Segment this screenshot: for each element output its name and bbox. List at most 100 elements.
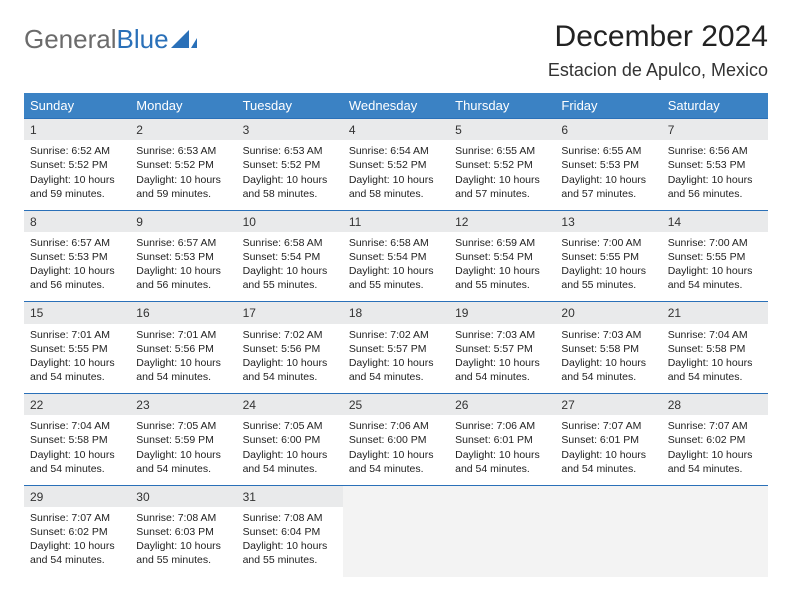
day-info-line: Sunrise: 7:05 AM [136, 419, 230, 433]
day-info-line: Daylight: 10 hours [455, 264, 549, 278]
day-info-line: Daylight: 10 hours [668, 264, 762, 278]
day-body-cell: Sunrise: 7:07 AMSunset: 6:02 PMDaylight:… [662, 415, 768, 485]
day-info-line: Daylight: 10 hours [561, 356, 655, 370]
month-title: December 2024 [548, 20, 768, 54]
day-info-line: and 54 minutes. [349, 370, 443, 384]
day-info-line: Sunset: 5:57 PM [455, 342, 549, 356]
day-info-line: and 55 minutes. [243, 278, 337, 292]
day-number: 16 [136, 306, 149, 320]
day-info-line: Daylight: 10 hours [136, 356, 230, 370]
day-number: 8 [30, 215, 37, 229]
day-info-line: and 54 minutes. [455, 370, 549, 384]
day-body-cell: Sunrise: 7:00 AMSunset: 5:55 PMDaylight:… [555, 232, 661, 302]
day-number-cell: 4 [343, 119, 449, 141]
day-number: 4 [349, 123, 356, 137]
day-number-cell: 5 [449, 119, 555, 141]
day-body-cell: Sunrise: 6:56 AMSunset: 5:53 PMDaylight:… [662, 140, 768, 210]
day-info-line: and 57 minutes. [455, 187, 549, 201]
brand-logo: GeneralBlue [24, 20, 197, 52]
day-info-line: Sunset: 5:56 PM [136, 342, 230, 356]
day-info-line: and 54 minutes. [30, 462, 124, 476]
week-body-row: Sunrise: 6:52 AMSunset: 5:52 PMDaylight:… [24, 140, 768, 210]
day-number: 28 [668, 398, 681, 412]
day-header: Sunday [24, 93, 130, 119]
day-info-line: Sunrise: 7:00 AM [668, 236, 762, 250]
day-header-row: Sunday Monday Tuesday Wednesday Thursday… [24, 93, 768, 119]
location-subtitle: Estacion de Apulco, Mexico [548, 60, 768, 81]
day-info-line: and 55 minutes. [243, 553, 337, 567]
day-number-cell [662, 485, 768, 507]
day-info-line: Sunrise: 7:05 AM [243, 419, 337, 433]
day-number: 14 [668, 215, 681, 229]
day-info-line: Sunset: 6:00 PM [243, 433, 337, 447]
day-info-line: Sunset: 5:52 PM [455, 158, 549, 172]
day-body-cell [555, 507, 661, 577]
day-number-cell [343, 485, 449, 507]
day-body-cell: Sunrise: 7:05 AMSunset: 5:59 PMDaylight:… [130, 415, 236, 485]
day-header: Saturday [662, 93, 768, 119]
day-info-line: Sunrise: 7:08 AM [136, 511, 230, 525]
day-number-cell: 31 [237, 485, 343, 507]
day-info-line: and 55 minutes. [561, 278, 655, 292]
day-info-line: Sunrise: 6:58 AM [243, 236, 337, 250]
logo-sail-icon [171, 28, 197, 50]
day-info-line: Daylight: 10 hours [668, 356, 762, 370]
day-info-line: Sunrise: 6:55 AM [455, 144, 549, 158]
day-number: 18 [349, 306, 362, 320]
day-number-cell: 26 [449, 394, 555, 416]
day-number: 12 [455, 215, 468, 229]
day-number: 13 [561, 215, 574, 229]
day-number-cell: 3 [237, 119, 343, 141]
day-body-cell: Sunrise: 7:07 AMSunset: 6:02 PMDaylight:… [24, 507, 130, 577]
day-info-line: Sunrise: 7:07 AM [561, 419, 655, 433]
day-number-cell: 13 [555, 210, 661, 232]
day-info-line: and 54 minutes. [30, 553, 124, 567]
day-number-cell: 18 [343, 302, 449, 324]
day-info-line: Sunset: 5:52 PM [136, 158, 230, 172]
day-info-line: Daylight: 10 hours [136, 448, 230, 462]
day-number-cell: 23 [130, 394, 236, 416]
day-info-line: Sunset: 5:56 PM [243, 342, 337, 356]
day-body-cell: Sunrise: 6:58 AMSunset: 5:54 PMDaylight:… [237, 232, 343, 302]
day-number-cell [449, 485, 555, 507]
day-info-line: and 57 minutes. [561, 187, 655, 201]
day-info-line: Daylight: 10 hours [243, 356, 337, 370]
day-number: 1 [30, 123, 37, 137]
day-info-line: Daylight: 10 hours [30, 173, 124, 187]
day-body-cell: Sunrise: 7:06 AMSunset: 6:01 PMDaylight:… [449, 415, 555, 485]
day-info-line: Daylight: 10 hours [455, 173, 549, 187]
day-info-line: Sunset: 6:01 PM [561, 433, 655, 447]
title-block: December 2024 Estacion de Apulco, Mexico [548, 20, 768, 81]
day-body-cell: Sunrise: 7:02 AMSunset: 5:57 PMDaylight:… [343, 324, 449, 394]
day-info-line: and 56 minutes. [30, 278, 124, 292]
day-info-line: Sunrise: 7:01 AM [136, 328, 230, 342]
day-info-line: Sunrise: 6:56 AM [668, 144, 762, 158]
day-info-line: Daylight: 10 hours [136, 173, 230, 187]
day-number: 29 [30, 490, 43, 504]
day-info-line: Sunrise: 6:57 AM [30, 236, 124, 250]
day-info-line: and 56 minutes. [668, 187, 762, 201]
day-number-cell: 30 [130, 485, 236, 507]
day-info-line: Sunrise: 6:58 AM [349, 236, 443, 250]
day-info-line: Sunrise: 7:01 AM [30, 328, 124, 342]
logo-text-1: General [24, 26, 117, 52]
day-info-line: Sunset: 5:59 PM [136, 433, 230, 447]
day-number-cell: 29 [24, 485, 130, 507]
day-info-line: Sunrise: 7:06 AM [455, 419, 549, 433]
day-info-line: Daylight: 10 hours [349, 173, 443, 187]
day-number-cell: 1 [24, 119, 130, 141]
day-info-line: Sunrise: 7:03 AM [561, 328, 655, 342]
day-info-line: Sunrise: 6:59 AM [455, 236, 549, 250]
day-number-cell: 12 [449, 210, 555, 232]
day-info-line: Sunset: 5:53 PM [30, 250, 124, 264]
day-info-line: Sunrise: 7:02 AM [349, 328, 443, 342]
day-body-cell: Sunrise: 6:59 AMSunset: 5:54 PMDaylight:… [449, 232, 555, 302]
day-info-line: Sunset: 5:55 PM [668, 250, 762, 264]
day-info-line: Sunset: 5:52 PM [30, 158, 124, 172]
day-info-line: and 54 minutes. [561, 462, 655, 476]
day-body-cell: Sunrise: 6:55 AMSunset: 5:53 PMDaylight:… [555, 140, 661, 210]
day-body-cell: Sunrise: 7:05 AMSunset: 6:00 PMDaylight:… [237, 415, 343, 485]
day-info-line: Sunset: 5:53 PM [561, 158, 655, 172]
day-info-line: and 54 minutes. [136, 462, 230, 476]
day-number-cell: 8 [24, 210, 130, 232]
